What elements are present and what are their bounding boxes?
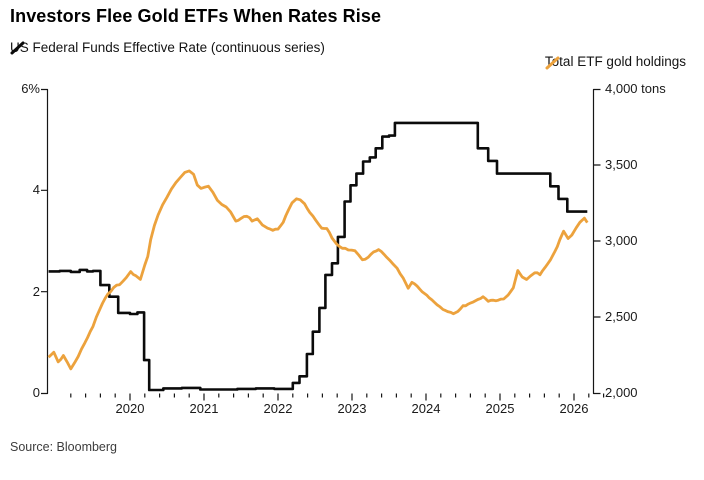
x-axis-year-label: 2026 [559, 401, 589, 416]
source-label: Source: Bloomberg [10, 440, 118, 454]
legend-gold-holdings-label: Total ETF gold holdings [544, 54, 686, 69]
left-axis-tick-label: 2 [32, 283, 40, 299]
left-axis [41, 88, 49, 395]
x-axis-year-label: 2025 [485, 401, 515, 416]
legend-fed-rate-label: US Federal Funds Effective Rate (continu… [10, 40, 325, 55]
gold-holdings-line [47, 169, 589, 371]
x-axis-year-label: 2021 [189, 401, 219, 416]
page-title: Investors Flee Gold ETFs When Rates Rise [10, 6, 382, 26]
gold-line-marker-icon [545, 56, 560, 70]
x-axis-ticks [70, 393, 605, 401]
black-line-marker-icon [10, 41, 25, 55]
fed-funds-rate-line [48, 121, 588, 392]
legend-gold-holdings: Total ETF gold holdings [544, 54, 686, 70]
x-axis-year-label: 2023 [337, 401, 367, 416]
left-axis-tick-label: 0 [32, 385, 40, 400]
legend-fed-rate: US Federal Funds Effective Rate (continu… [10, 39, 328, 56]
x-axis-year-label: 2020 [115, 401, 145, 416]
right-axis-tick-label: 3,000 [605, 233, 638, 248]
x-axis-year-label: 2024 [411, 401, 441, 416]
right-axis-tick-label: 3,500 [605, 157, 638, 172]
x-axis-year-label: 2022 [263, 401, 293, 416]
right-axis-tick-label: 2,500 [605, 309, 638, 324]
right-axis [592, 88, 601, 395]
right-axis-tick-label: 4,000 tons [605, 81, 666, 96]
right-axis-tick-label: 2,000 [605, 385, 638, 400]
left-axis-tick-label: 6% [21, 81, 40, 96]
left-axis-tick-label: 4 [32, 182, 40, 198]
